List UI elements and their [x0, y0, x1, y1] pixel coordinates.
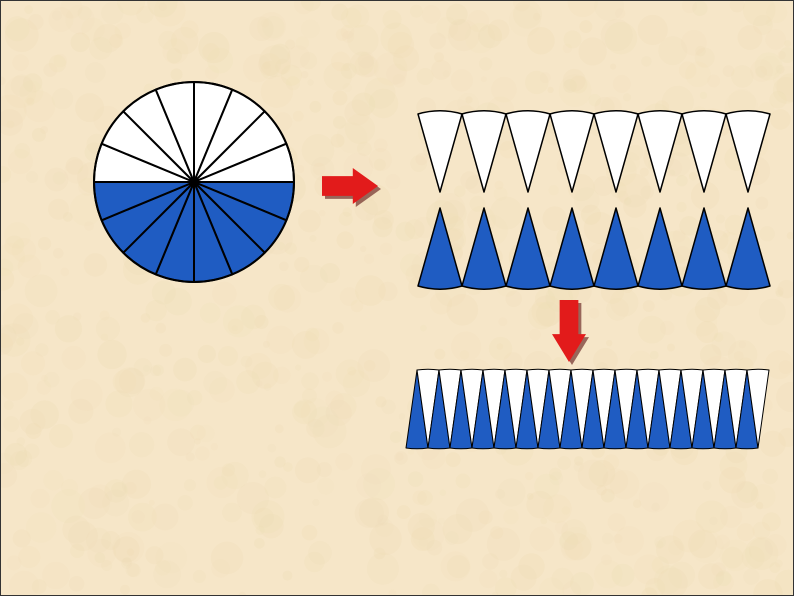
white-sector-row — [418, 111, 770, 192]
arrow-down — [552, 300, 589, 365]
pie-circle — [94, 82, 294, 282]
arrow-right — [322, 168, 381, 207]
diagram-stage — [0, 0, 794, 596]
blue-sector-row — [418, 208, 770, 289]
interleaved-row — [406, 369, 769, 449]
